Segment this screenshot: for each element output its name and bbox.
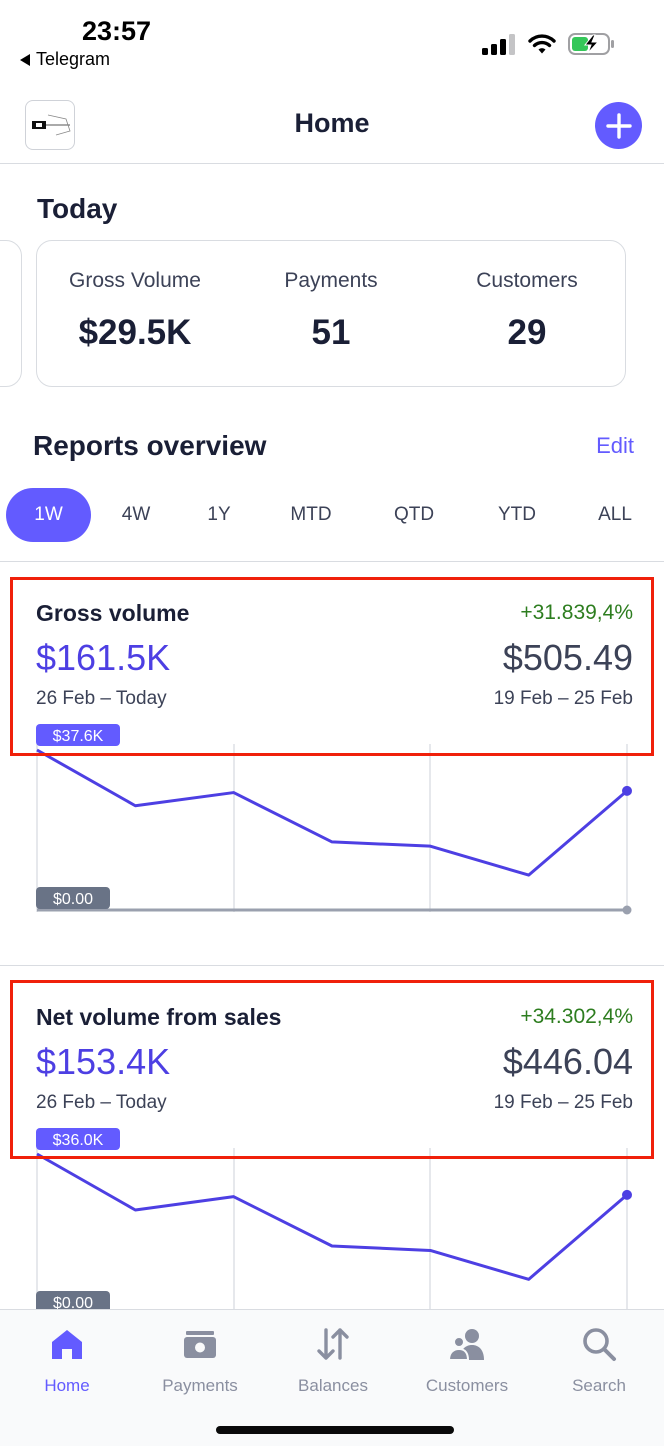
tab-label: Home — [44, 1376, 90, 1395]
chart-min-label: $0.00 — [36, 887, 110, 909]
chart-max-label: $36.0K — [36, 1128, 120, 1150]
tab-bar: Home Payments Balances — [0, 1309, 664, 1446]
chart-current-end-point — [622, 785, 632, 796]
range-all[interactable]: ALL — [598, 504, 632, 525]
balances-icon — [317, 1328, 349, 1360]
battery-charging-icon — [568, 33, 614, 55]
page-title: Home — [294, 108, 370, 138]
report-current-value: $153.4K — [36, 1041, 171, 1082]
range-1w[interactable]: 1W — [6, 488, 91, 542]
edit-reports-link[interactable]: Edit — [596, 433, 634, 458]
metric-customers: Customers 29 — [429, 241, 625, 386]
business-logo[interactable] — [25, 100, 75, 150]
report-previous-value: $446.04 — [502, 1041, 633, 1082]
report-previous-value: $505.49 — [502, 637, 633, 678]
chart-current-series-line — [36, 748, 628, 877]
reports-divider — [0, 965, 664, 966]
metric-label: Gross Volume — [69, 269, 201, 292]
range-qtd[interactable]: QTD — [393, 504, 435, 525]
chart-min-label-bg — [36, 887, 110, 909]
today-summary-card[interactable]: Gross Volume $29.5K Payments 51 Customer… — [36, 240, 626, 387]
chart-max-label-text: $36.0K — [53, 1132, 104, 1149]
customers-icon — [448, 1329, 484, 1361]
range-4w[interactable]: 4W — [121, 504, 151, 525]
back-triangle-icon — [20, 53, 30, 66]
search-icon — [583, 1328, 616, 1361]
home-indicator — [216, 1426, 454, 1434]
ranges-divider — [0, 561, 664, 562]
chart-max-label-bg — [36, 724, 120, 746]
highlight-box — [10, 980, 654, 1159]
back-app-label: Telegram — [36, 49, 111, 69]
chart-min-label-text: $0.00 — [53, 1295, 93, 1309]
status-time: 23:57 — [82, 16, 152, 46]
report-title: Gross volume — [36, 600, 190, 626]
tab-payments[interactable]: Payments — [133, 1322, 267, 1396]
chart-min-label-bg — [36, 1291, 110, 1309]
chart-max-label-bg — [36, 1128, 120, 1150]
report-current-period: 26 Feb – Today — [36, 688, 167, 709]
chart-current-end-point — [622, 1189, 632, 1200]
report-title: Net volume from sales — [36, 1004, 282, 1030]
metric-payments: Payments 51 — [233, 241, 429, 386]
range-1y[interactable]: 1Y — [207, 504, 231, 525]
tab-home[interactable]: Home — [0, 1322, 134, 1396]
metric-value: $29.5K — [78, 313, 192, 352]
report-chart: $37.6K $0.00 — [36, 724, 632, 915]
tab-customers[interactable]: Customers — [400, 1322, 534, 1396]
previous-card-peek[interactable] — [0, 240, 22, 387]
reports-title: Reports overview — [33, 430, 267, 461]
report-change: +31.839,4% — [520, 601, 633, 624]
report-previous-period: 19 Feb – 25 Feb — [493, 688, 633, 709]
report-previous-period: 19 Feb – 25 Feb — [493, 1092, 633, 1113]
highlight-box — [10, 577, 654, 756]
header-divider — [0, 163, 664, 164]
back-to-app-link[interactable]: Telegram — [20, 49, 110, 70]
metric-label: Customers — [476, 269, 578, 292]
report-change: +34.302,4% — [520, 1005, 633, 1028]
tab-balances[interactable]: Balances — [266, 1322, 400, 1396]
status-icons — [482, 32, 616, 56]
tab-search[interactable]: Search — [532, 1322, 664, 1396]
metric-value: 51 — [311, 313, 351, 352]
metric-label: Payments — [284, 269, 378, 292]
chart-current-series-line — [36, 1152, 628, 1281]
report-chart: $36.0K $0.00 — [36, 1128, 632, 1309]
range-ytd[interactable]: YTD — [498, 504, 536, 525]
cellular-signal-icon — [482, 34, 515, 55]
plus-icon — [605, 112, 632, 139]
range-selector: 1W 4W 1Y MTD QTD YTD ALL — [0, 488, 664, 544]
chart-previous-end-point — [622, 905, 632, 915]
chart-max-label-text: $37.6K — [53, 728, 104, 745]
metric-gross-volume: Gross Volume $29.5K — [37, 241, 233, 386]
metric-value: 29 — [507, 313, 547, 352]
today-title: Today — [37, 193, 118, 224]
tab-label: Balances — [298, 1376, 368, 1395]
chart-min-label-text: $0.00 — [53, 891, 93, 908]
payments-icon — [184, 1331, 216, 1358]
range-mtd[interactable]: MTD — [290, 504, 332, 525]
home-icon — [52, 1330, 82, 1359]
chart-max-label: $37.6K — [36, 724, 120, 746]
add-button[interactable] — [595, 102, 642, 149]
wifi-icon — [528, 34, 556, 54]
chart-min-label: $0.00 — [36, 1291, 110, 1309]
report-current-value: $161.5K — [36, 637, 171, 678]
tab-label: Payments — [162, 1376, 238, 1395]
report-current-period: 26 Feb – Today — [36, 1092, 167, 1113]
tab-label: Customers — [425, 1376, 509, 1395]
tab-label: Search — [572, 1376, 626, 1395]
business-logo-icon — [32, 114, 71, 136]
